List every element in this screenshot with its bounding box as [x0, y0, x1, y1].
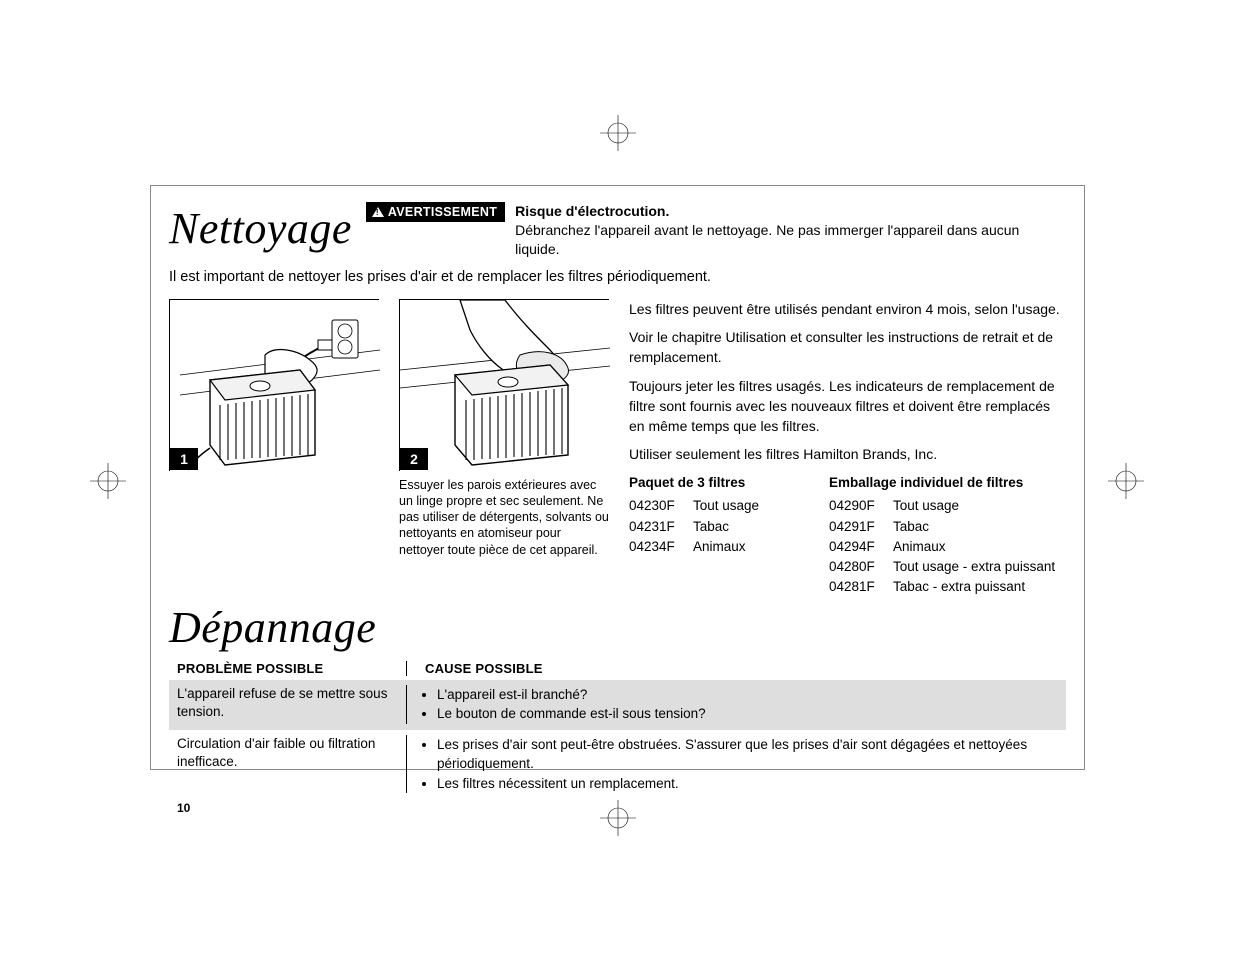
cause-item: Les filtres nécessitent un remplacement. [437, 774, 1058, 794]
warning-text: Risque d'électrocution. Débranchez l'app… [515, 202, 1066, 259]
figure-2-number: 2 [400, 448, 428, 470]
page-frame: Nettoyage AVERTISSEMENT Risque d'électro… [150, 185, 1085, 770]
list-item: 04280FTout usage - extra puissant [829, 557, 1066, 577]
cleaning-body: 1 [169, 299, 1066, 598]
warning-icon [372, 207, 384, 217]
crop-mark-right [1108, 463, 1144, 499]
troubleshoot-table: PROBLÈME POSSIBLE CAUSE POSSIBLE L'appar… [169, 655, 1066, 800]
warning-badge: AVERTISSEMENT [366, 202, 505, 222]
problem-text: L'appareil refuse de se mettre sous tens… [177, 685, 407, 724]
list-item: 04294FAnimaux [829, 537, 1066, 557]
cause-list: Les prises d'air sont peut-être obstruée… [407, 735, 1058, 794]
warning-body: Débranchez l'appareil avant le nettoyage… [515, 222, 1019, 257]
table-row: Circulation d'air faible ou filtration i… [169, 730, 1066, 800]
filters-p3: Toujours jeter les filtres usagés. Les i… [629, 376, 1066, 437]
troubleshoot-title: Dépannage [169, 602, 1066, 653]
filter-pack3: Paquet de 3 filtres 04230FTout usage 042… [629, 473, 819, 598]
filter-single-heading: Emballage individuel de filtres [829, 473, 1066, 493]
filters-p1: Les filtres peuvent être utilisés pendan… [629, 299, 1066, 319]
filter-pack3-heading: Paquet de 3 filtres [629, 473, 819, 493]
page-number: 10 [169, 801, 1066, 815]
list-item: 04290FTout usage [829, 496, 1066, 516]
cause-list: L'appareil est-il branché? Le bouton de … [407, 685, 1058, 724]
cleaning-title: Nettoyage [169, 203, 352, 254]
crop-mark-left [90, 463, 126, 499]
crop-mark-top [600, 115, 636, 151]
list-item: 04281FTabac - extra puissant [829, 577, 1066, 597]
list-item: 04230FTout usage [629, 496, 819, 516]
col2-heading: CAUSE POSSIBLE [407, 661, 1058, 676]
figure-1-number: 1 [170, 448, 198, 470]
filter-lists: Paquet de 3 filtres 04230FTout usage 042… [629, 473, 1066, 598]
cleaning-header: Nettoyage AVERTISSEMENT Risque d'électro… [169, 198, 1066, 259]
list-item: 04234FAnimaux [629, 537, 819, 557]
cleaning-intro: Il est important de nettoyer les prises … [169, 269, 1066, 285]
table-row: L'appareil refuse de se mettre sous tens… [169, 680, 1066, 730]
list-item: 04291FTabac [829, 517, 1066, 537]
filters-p2: Voir le chapitre Utilisation et consulte… [629, 327, 1066, 368]
filters-p4: Utiliser seulement les filtres Hamilton … [629, 444, 1066, 464]
figure-1-image: 1 [169, 299, 379, 471]
table-header: PROBLÈME POSSIBLE CAUSE POSSIBLE [169, 655, 1066, 680]
figure-2-caption: Essuyer les parois extérieures avec un l… [399, 477, 609, 558]
warning-heading: Risque d'électrocution. [515, 203, 669, 219]
cause-item: Le bouton de commande est-il sous tensio… [437, 704, 1058, 724]
figure-2: 2 Essuyer les parois extérieures avec un… [399, 299, 617, 598]
figure-2-image: 2 [399, 299, 609, 471]
col1-heading: PROBLÈME POSSIBLE [177, 661, 407, 676]
list-item: 04231FTabac [629, 517, 819, 537]
problem-text: Circulation d'air faible ou filtration i… [177, 735, 407, 794]
cause-item: L'appareil est-il branché? [437, 685, 1058, 705]
cause-item: Les prises d'air sont peut-être obstruée… [437, 735, 1058, 774]
filters-block: Les filtres peuvent être utilisés pendan… [629, 299, 1066, 598]
filter-single: Emballage individuel de filtres 04290FTo… [829, 473, 1066, 598]
warning-badge-label: AVERTISSEMENT [388, 205, 497, 219]
figure-1: 1 [169, 299, 387, 598]
